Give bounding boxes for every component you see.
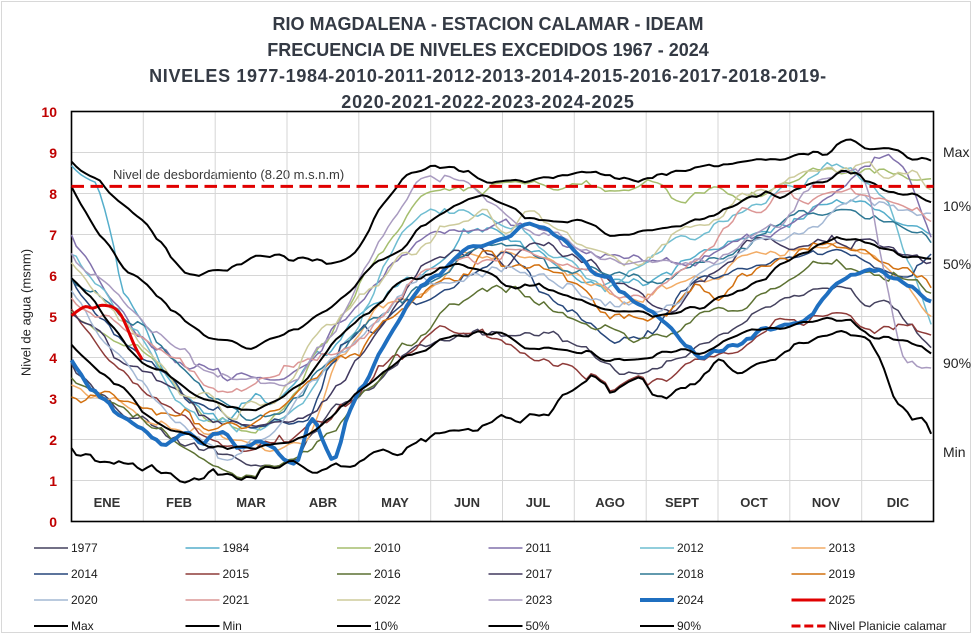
svg-text:2017: 2017 xyxy=(526,567,553,581)
svg-text:10%: 10% xyxy=(374,619,398,633)
svg-text:2010: 2010 xyxy=(374,541,401,555)
svg-text:2025: 2025 xyxy=(829,593,856,607)
svg-text:2021: 2021 xyxy=(223,593,250,607)
svg-text:2014: 2014 xyxy=(71,567,98,581)
svg-text:Min: Min xyxy=(223,619,242,633)
svg-text:2015: 2015 xyxy=(223,567,250,581)
svg-text:2022: 2022 xyxy=(374,593,401,607)
svg-text:1984: 1984 xyxy=(223,541,250,555)
svg-text:2024: 2024 xyxy=(677,593,704,607)
svg-text:2019: 2019 xyxy=(829,567,856,581)
svg-text:2011: 2011 xyxy=(526,541,552,555)
svg-text:2023: 2023 xyxy=(526,593,553,607)
svg-text:1977: 1977 xyxy=(71,541,98,555)
svg-text:Max: Max xyxy=(71,619,94,633)
svg-text:90%: 90% xyxy=(677,619,701,633)
svg-text:50%: 50% xyxy=(526,619,550,633)
svg-text:2013: 2013 xyxy=(829,541,856,555)
svg-text:2018: 2018 xyxy=(677,567,704,581)
svg-text:2020: 2020 xyxy=(71,593,98,607)
svg-text:Nivel Planicie calamar: Nivel Planicie calamar xyxy=(829,619,947,633)
svg-text:2012: 2012 xyxy=(677,541,704,555)
svg-text:2016: 2016 xyxy=(374,567,401,581)
